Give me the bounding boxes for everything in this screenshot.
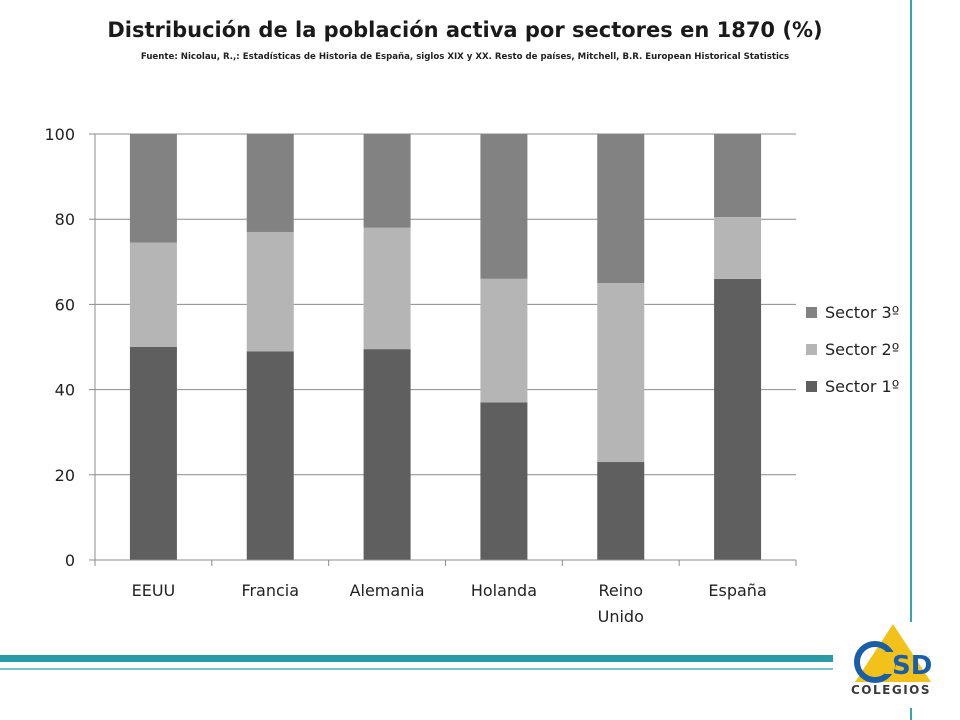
legend-label: Sector 3º [825, 303, 899, 322]
x-tick-label: España [708, 581, 766, 600]
bar-segment-3 [129, 134, 177, 243]
footer-band-thin [0, 668, 833, 670]
bar-segment-1 [129, 347, 177, 560]
right-vertical-rule-bottom [910, 708, 912, 720]
y-tick-label: 60 [55, 295, 75, 314]
svg-text:SD: SD [892, 651, 932, 681]
bar-segment-3 [363, 134, 411, 228]
bar-segment-1 [246, 351, 294, 560]
legend-swatch [806, 307, 817, 318]
x-tick-label: Alemania [350, 581, 425, 600]
x-tick-label: Holanda [471, 581, 537, 600]
footer-band-thick [0, 655, 833, 662]
x-tick-label: Reino [598, 581, 643, 600]
chart-subtitle: Fuente: Nicolau, R.,: Estadísticas de Hi… [140, 52, 790, 62]
legend-label: Sector 2º [825, 340, 899, 359]
right-vertical-rule [910, 0, 912, 622]
bar-segment-2 [363, 227, 411, 350]
bar-segment-1 [363, 349, 411, 560]
legend-label: Sector 1º [825, 377, 899, 396]
y-tick-label: 80 [55, 210, 75, 229]
bar-segment-2 [714, 217, 762, 279]
bar-segment-2 [246, 231, 294, 352]
bar-segment-3 [246, 134, 294, 232]
x-tick-label: Unido [598, 607, 644, 626]
y-tick-label: 40 [55, 381, 75, 400]
x-tick-label: EEUU [132, 581, 176, 600]
bar-segment-1 [480, 402, 528, 560]
bar-segment-1 [714, 278, 762, 560]
legend-swatch [806, 381, 817, 392]
bar-segment-2 [597, 283, 645, 463]
colegios-logo: SD [854, 624, 932, 683]
x-tick-label: Francia [241, 581, 299, 600]
y-tick-label: 100 [44, 125, 75, 144]
bar-segment-1 [597, 462, 645, 560]
bar-segment-3 [597, 134, 645, 284]
legend-swatch [806, 344, 817, 355]
y-tick-label: 20 [55, 466, 75, 485]
bar-segment-3 [480, 134, 528, 279]
chart-title: Distribución de la población activa por … [107, 18, 823, 42]
bar-segment-2 [129, 242, 177, 347]
y-tick-label: 0 [65, 551, 75, 570]
bar-segment-3 [714, 134, 762, 218]
bar-segment-2 [480, 278, 528, 403]
logo-text: Colegios [851, 683, 932, 697]
